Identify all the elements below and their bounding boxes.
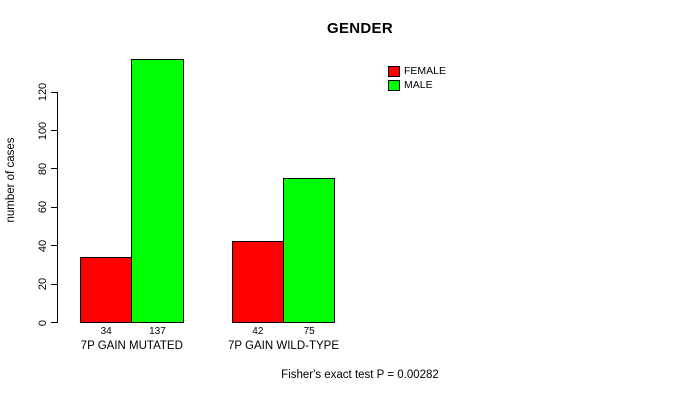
y-tick-label: 60 [37,201,49,214]
y-tick-label: 40 [37,239,49,252]
y-tick-mark [51,322,57,323]
bar-female-7p-gain-mutated [80,256,133,323]
y-tick-mark [51,245,57,247]
bar-value-female-7p-gain-wild-type: 42 [252,326,264,337]
legend-item-male: MALE [388,79,446,92]
legend: FEMALE MALE [388,65,446,93]
bar-value-male-7p-gain-mutated: 137 [149,326,166,337]
caption-fishers-exact-test: Fisher's exact test P = 0.00282 [281,369,439,381]
y-tick-label: 80 [37,162,49,176]
chart-title: GENDER [327,20,393,37]
y-tick-label: 100 [37,121,49,140]
legend-label-female: FEMALE [404,65,447,77]
bar-value-male-7p-gain-wild-type: 75 [303,326,315,337]
legend-swatch-male [388,80,400,91]
y-tick-label: 0 [37,319,49,326]
y-tick-label: 20 [37,277,49,291]
y-tick-mark [51,283,57,285]
category-label-7p-gain-wild-type: 7P GAIN WILD-TYPE [228,340,339,352]
y-axis-label: number of cases [5,137,17,223]
y-tick-mark [51,168,57,170]
y-tick-mark [51,91,57,93]
legend-label-male: MALE [404,79,433,91]
y-tick-label: 120 [37,83,49,102]
y-axis-line [57,91,58,323]
y-tick-mark [51,206,57,208]
bar-male-7p-gain-mutated [131,59,184,323]
bar-male-7p-gain-wild-type [283,178,336,323]
category-label-7p-gain-mutated: 7P GAIN MUTATED [80,340,183,352]
legend-item-female: FEMALE [388,65,446,78]
bar-female-7p-gain-wild-type [231,241,284,323]
y-tick-mark [51,130,57,132]
bar-value-female-7p-gain-mutated: 34 [100,326,112,337]
legend-swatch-female [388,66,400,77]
